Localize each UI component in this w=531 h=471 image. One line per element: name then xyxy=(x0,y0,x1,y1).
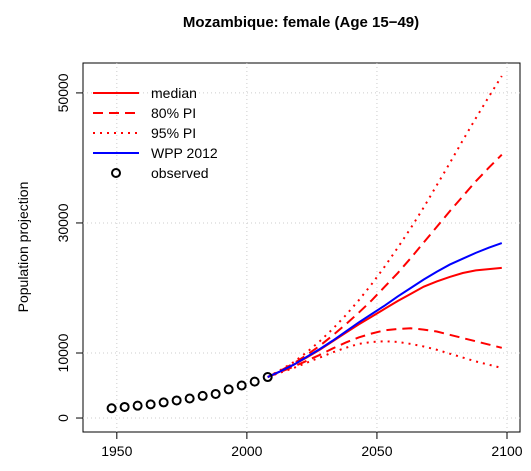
legend-label: 95% PI xyxy=(151,125,196,141)
observed-point xyxy=(171,395,182,406)
x-tick-label: 2050 xyxy=(361,443,392,459)
observed-point xyxy=(184,393,195,404)
observed-point xyxy=(145,399,156,410)
chart-title: Mozambique: female (Age 15−49) xyxy=(183,14,419,31)
observed-point xyxy=(210,388,221,399)
observed-point xyxy=(223,384,234,395)
observed-point xyxy=(236,380,247,391)
y-tick-label: 50000 xyxy=(55,73,71,112)
x-tick-label: 1950 xyxy=(101,443,132,459)
legend-label: observed xyxy=(151,165,209,181)
observed-point xyxy=(119,401,130,412)
y-tick-label: 30000 xyxy=(55,203,71,242)
legend-symbol xyxy=(111,168,121,178)
x-tick-label: 2000 xyxy=(231,443,262,459)
observed-point xyxy=(158,397,169,408)
y-tick-label: 10000 xyxy=(55,333,71,372)
y-axis-label: Population projection xyxy=(15,182,31,313)
observed-point xyxy=(197,390,208,401)
y-tick-label: 0 xyxy=(55,414,71,422)
legend-label: WPP 2012 xyxy=(151,145,218,161)
line-lower xyxy=(267,340,503,378)
observed-point xyxy=(262,372,273,383)
line-main xyxy=(267,266,502,378)
plot-box xyxy=(82,62,521,433)
observed-point xyxy=(132,400,143,411)
line-main xyxy=(267,75,503,378)
observed-point xyxy=(249,376,260,387)
x-tick-label: 2100 xyxy=(491,443,522,459)
line-main xyxy=(267,242,503,378)
legend-label: median xyxy=(151,85,197,101)
line-main xyxy=(267,153,503,378)
line-lower xyxy=(267,327,503,378)
observed-point xyxy=(106,403,117,414)
legend-label: 80% PI xyxy=(151,105,196,121)
